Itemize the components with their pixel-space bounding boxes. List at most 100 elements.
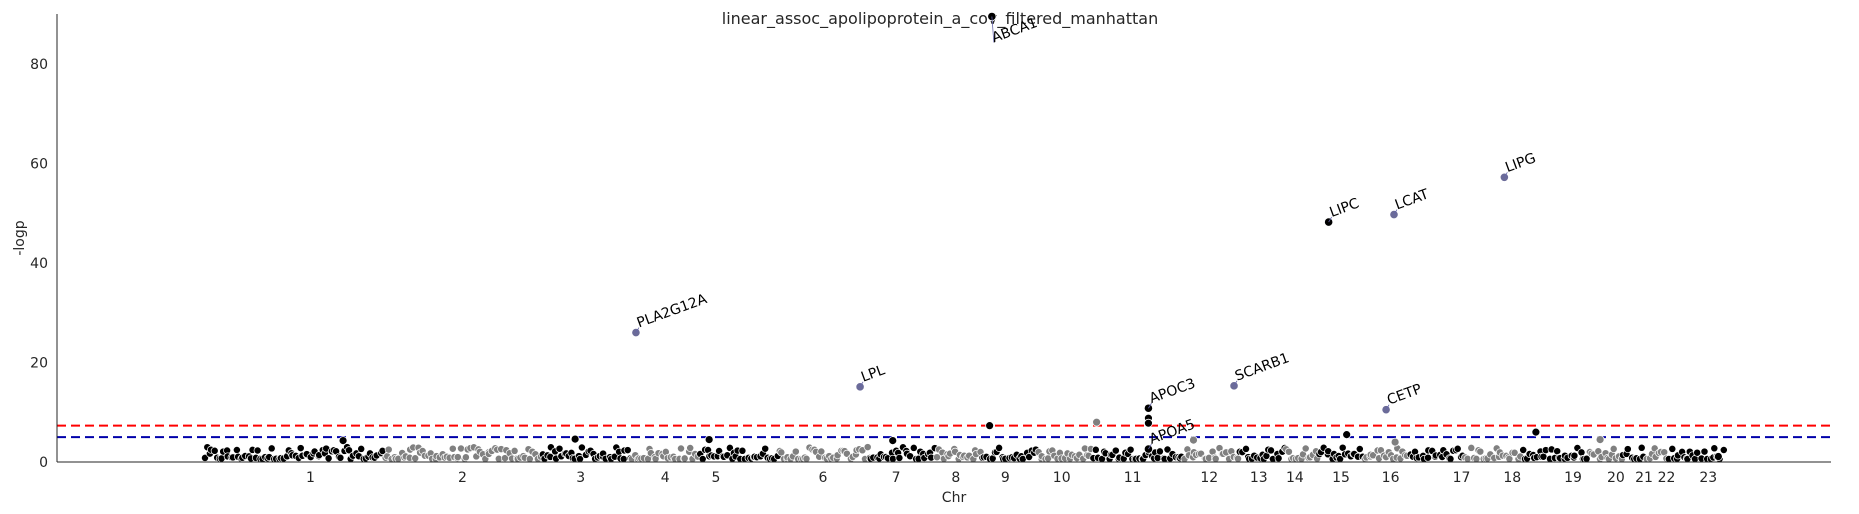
snp-point: [461, 453, 470, 462]
snp-point: [384, 445, 393, 454]
x-tick-label-chr21: 21: [1635, 470, 1653, 486]
snp-point: [1476, 447, 1485, 456]
snp-point: [680, 454, 689, 463]
y-tick-label: 40: [30, 256, 48, 272]
peak-point-chr19: [1531, 427, 1541, 437]
y-tick-label: 80: [30, 57, 48, 73]
snp-point: [411, 454, 420, 463]
gene-label-lpl: LPL: [859, 362, 887, 385]
snp-point: [1510, 448, 1519, 457]
snp-point: [698, 455, 707, 463]
gene-leader-cetp: [1385, 404, 1390, 410]
threshold-lines: [57, 424, 1831, 439]
gene-leader-lipg: [1504, 172, 1508, 178]
x-tick-label-chr2: 2: [458, 470, 467, 486]
x-tick-label-chr5: 5: [711, 470, 720, 486]
x-tick-label-chr4: 4: [661, 470, 670, 486]
snp-point: [863, 443, 872, 452]
peak-point-chr3: [570, 434, 580, 444]
background-points: [201, 443, 1728, 463]
x-tick-label-chr14: 14: [1286, 470, 1304, 486]
y-axis-label: -logp: [12, 220, 28, 255]
peak-point-chr10: [1092, 417, 1102, 427]
snp-point: [525, 455, 534, 463]
peak-point-chr12: [1189, 435, 1198, 445]
peak-point-chr11: [1144, 418, 1153, 428]
snp-point: [1338, 443, 1347, 452]
snp-point: [1355, 445, 1364, 453]
chart-title: linear_assoc_apolipoprotein_a_cov_filter…: [722, 9, 1158, 29]
snp-point: [457, 444, 465, 453]
x-tick-label-chr9: 9: [1001, 470, 1010, 486]
gene-leader-lipc: [1328, 216, 1332, 223]
snp-point: [817, 447, 826, 456]
snp-point: [888, 454, 897, 463]
snp-point: [1453, 444, 1462, 453]
snp-point: [1336, 455, 1345, 463]
x-tick-label-chr7: 7: [892, 470, 901, 486]
snp-point: [1091, 445, 1100, 454]
snp-point: [761, 444, 770, 453]
snp-point: [345, 446, 353, 455]
y-tick-labels: 0 20 40 60 80: [30, 57, 48, 471]
peak-points: [338, 413, 1723, 461]
snp-point: [791, 447, 800, 456]
peak-point-chr5: [704, 435, 714, 445]
x-tick-label-chr16: 16: [1382, 470, 1400, 486]
gene-leader-apoc3: [1148, 403, 1152, 409]
x-tick-label-chr17: 17: [1453, 470, 1471, 486]
snp-point: [1623, 445, 1632, 454]
gene-leader-lcat: [1393, 209, 1398, 215]
x-tick-labels: 1 2 3 4 5 6 7 8 9 10 11 12 13 14 15 16 17 18 19 20 21 22 23: [306, 470, 1717, 486]
snp-point: [738, 446, 747, 455]
y-tick-label: 20: [30, 355, 48, 371]
x-tick-label-chr11: 11: [1124, 470, 1142, 486]
peak-point-chr15: [1342, 430, 1352, 440]
snp-point: [1446, 454, 1455, 463]
snp-point: [1637, 443, 1646, 452]
snp-point: [267, 444, 276, 453]
x-tick-label-chr22: 22: [1658, 470, 1676, 486]
snp-point: [1719, 446, 1728, 454]
snp-point: [1519, 446, 1528, 454]
snp-point: [777, 448, 786, 457]
snp-point: [995, 443, 1004, 452]
snp-point: [686, 444, 695, 452]
peak-point-chr23: [1713, 452, 1723, 461]
snp-point: [1710, 444, 1719, 453]
snp-point: [577, 443, 586, 452]
snp-point: [1301, 444, 1310, 453]
gene-leader-abca1: [991, 16, 995, 43]
y-tick-label: 0: [39, 455, 48, 471]
x-tick-label-chr8: 8: [951, 470, 960, 486]
snp-point: [1424, 453, 1432, 462]
x-tick-label-chr12: 12: [1200, 470, 1218, 486]
snp-point: [336, 453, 345, 462]
x-axis-label: Chr: [942, 490, 967, 506]
snp-point: [1274, 454, 1283, 463]
gene-leader-lpl: [859, 381, 864, 388]
snp-point: [576, 455, 584, 463]
x-tick-label-chr18: 18: [1503, 470, 1521, 486]
snp-point: [802, 454, 811, 463]
snp-point: [1467, 443, 1476, 452]
x-tick-label-chr15: 15: [1332, 470, 1350, 486]
snp-point: [253, 446, 262, 455]
x-tick-label-chr3: 3: [576, 470, 585, 486]
snp-point: [324, 454, 333, 463]
snp-point: [1163, 445, 1172, 454]
peak-point-chr20: [1595, 435, 1605, 445]
x-tick-label-chr1: 1: [306, 470, 315, 486]
snp-point: [1284, 447, 1293, 456]
x-tick-label-chr6: 6: [818, 470, 827, 486]
snp-point: [1098, 455, 1106, 463]
peak-point-chr9: [985, 421, 995, 431]
snp-point: [210, 446, 219, 455]
snp-point: [510, 446, 519, 455]
x-tick-label-chr20: 20: [1607, 470, 1625, 486]
snp-point: [1472, 454, 1481, 463]
snp-point: [909, 443, 918, 452]
snp-point: [1267, 446, 1275, 455]
snp-point: [677, 444, 685, 453]
